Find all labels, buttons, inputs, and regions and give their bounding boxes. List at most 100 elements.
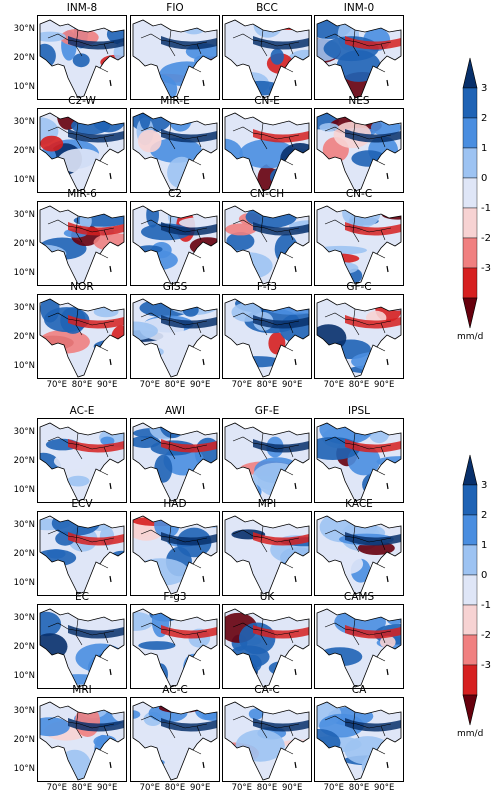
andaman-islands — [109, 172, 112, 180]
country-borders — [47, 711, 115, 755]
lon-tick-label: 80°E — [256, 783, 278, 793]
panel-title: GF-E — [254, 405, 280, 417]
colorbar-tick-label: 3 — [481, 83, 488, 94]
lon-tick-label: 90°E — [96, 783, 118, 793]
colorbar-extend-min — [462, 297, 478, 329]
coastline — [39, 608, 125, 688]
andaman-islands — [386, 761, 389, 769]
field-blob — [300, 743, 309, 758]
lat-tick-label: 30°N — [13, 117, 35, 128]
panel-title: CA — [351, 684, 367, 696]
lon-tick-label: 90°E — [373, 783, 395, 793]
field-band — [161, 315, 217, 329]
field-blob — [225, 713, 254, 741]
field-band — [68, 532, 124, 546]
lat-tick-label: 30°N — [13, 520, 35, 531]
field-blob — [351, 351, 401, 372]
coastline — [132, 608, 218, 688]
field-blob — [148, 703, 188, 723]
map-panel — [37, 511, 127, 596]
andaman-islands — [386, 668, 389, 676]
field-blob — [324, 349, 343, 366]
map-panel — [37, 15, 127, 100]
field-blob — [183, 653, 204, 682]
field-blob — [304, 460, 309, 479]
field-band — [253, 129, 309, 143]
lon-tick-label: 90°E — [281, 783, 303, 793]
panel-title: MIR-E — [160, 95, 190, 107]
field-band — [253, 439, 309, 453]
field-blob — [329, 553, 364, 575]
field-blob — [46, 658, 64, 674]
field-blob — [72, 53, 90, 68]
field-blob — [75, 423, 109, 432]
field-blob — [174, 114, 195, 125]
lat-tick-label: 10°N — [13, 361, 35, 372]
lat-tick-label: 30°N — [13, 427, 35, 438]
coastline — [316, 515, 402, 595]
colorbar-extend-min — [462, 694, 478, 726]
lon-tick-label: 90°E — [189, 380, 211, 390]
map-panel — [314, 511, 404, 596]
field-band — [345, 625, 401, 639]
andaman-islands — [294, 265, 297, 273]
coastline — [224, 112, 310, 192]
colorbar-segment — [462, 544, 478, 576]
lon-tick-label: 70°E — [231, 783, 253, 793]
lat-tick-label: 30°N — [13, 24, 35, 35]
field-blob — [133, 558, 189, 586]
panel-title: MPI — [257, 498, 277, 510]
map-panel — [130, 294, 220, 379]
field-blob — [281, 759, 295, 775]
lat-tick-label: 10°N — [13, 578, 35, 589]
field-band — [161, 36, 217, 50]
country-borders — [140, 308, 208, 352]
colorbar-segment — [462, 664, 478, 696]
country-borders — [324, 308, 392, 352]
colorbar-segment — [462, 237, 478, 269]
country-borders — [47, 29, 115, 73]
coastline — [316, 422, 402, 502]
map-panel — [314, 697, 404, 782]
field-blob — [317, 245, 367, 255]
country-borders — [232, 525, 300, 569]
field-band — [68, 129, 124, 143]
colorbar-segment — [462, 267, 478, 299]
andaman-islands — [386, 79, 389, 87]
coastline — [39, 298, 125, 378]
lat-tick-label: 10°N — [13, 764, 35, 775]
panel-title: EC — [75, 591, 89, 603]
country-borders — [47, 215, 115, 259]
panel-title: IPSL — [348, 405, 370, 417]
colorbar-segment — [462, 177, 478, 209]
lat-tick-label: 10°N — [13, 485, 35, 496]
field-band — [161, 532, 217, 546]
country-borders — [232, 618, 300, 662]
colorbar-tick-label: -3 — [481, 660, 491, 671]
coastline — [316, 608, 402, 688]
lon-tick-label: 80°E — [164, 380, 186, 390]
field-band — [68, 36, 124, 50]
lat-tick-label: 20°N — [13, 53, 35, 64]
lat-tick-label: 20°N — [13, 642, 35, 653]
map-panel — [314, 108, 404, 193]
colorbar-segment — [462, 147, 478, 179]
andaman-islands — [109, 358, 112, 366]
country-borders — [232, 308, 300, 352]
panel-title: ECV — [71, 498, 93, 510]
field-blob — [138, 641, 176, 650]
field-blob — [225, 249, 246, 271]
lon-tick-label: 80°E — [164, 783, 186, 793]
field-blob — [319, 423, 373, 445]
field-blob — [40, 135, 64, 152]
colorbar-extend-max — [462, 454, 478, 486]
colorbar-tick-label: -3 — [481, 263, 491, 274]
map-panel — [314, 604, 404, 689]
colorbar-tick-label: -2 — [481, 630, 491, 641]
coastline — [39, 205, 125, 285]
map-panel — [222, 418, 312, 503]
andaman-islands — [202, 761, 205, 769]
colorbar-unit: mm/d — [457, 729, 484, 739]
coastline — [316, 298, 402, 378]
lat-tick-label: 20°N — [13, 239, 35, 250]
